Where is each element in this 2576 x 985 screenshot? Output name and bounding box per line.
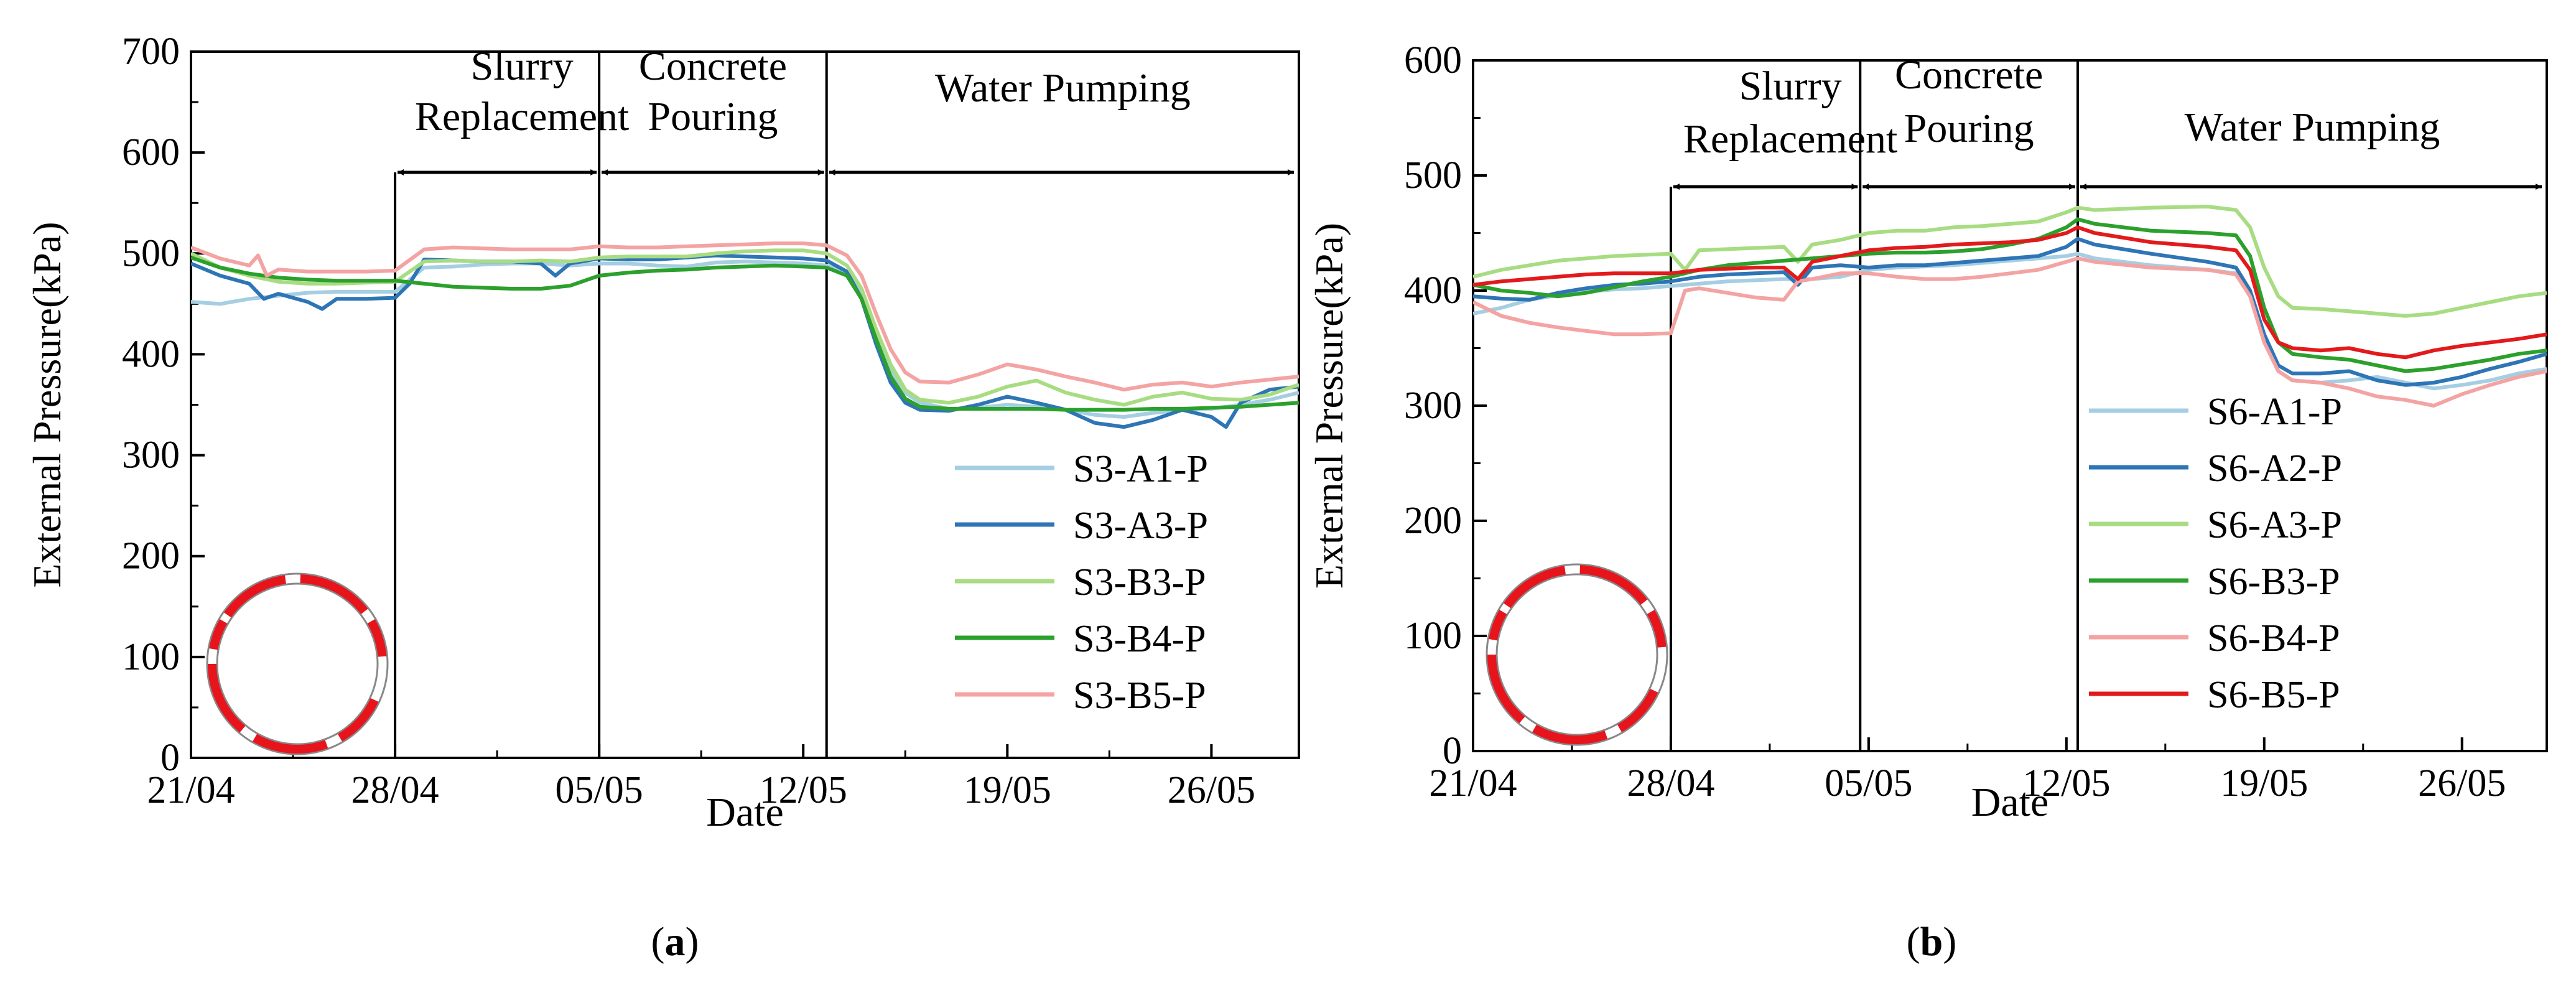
y-tick-label: 600 (1404, 39, 1462, 82)
ring-schematic-inner (216, 582, 379, 745)
y-tick-label: 0 (160, 737, 180, 779)
phase-label: Water Pumping (2185, 105, 2440, 150)
x-tick-label: 26/05 (2418, 762, 2506, 805)
legend-label: S3-B3-P (1073, 561, 1206, 604)
x-tick-label: 28/04 (1627, 762, 1714, 805)
phase-label: Slurry (1739, 63, 1842, 109)
y-tick-label: 400 (122, 333, 180, 375)
y-tick-label: 200 (1404, 500, 1462, 542)
x-tick-label: 19/05 (964, 769, 1051, 811)
series-line-S6-B4-P (1473, 256, 2547, 408)
ring-segment (253, 734, 328, 754)
x-axis-title: Date (706, 790, 784, 835)
phase-label: Slurry (471, 44, 574, 89)
x-tick-label: 05/05 (556, 769, 643, 811)
y-tick-label: 700 (122, 30, 180, 73)
ring-segment (1532, 724, 1608, 744)
y-tick-label: 600 (122, 131, 180, 174)
y-tick-label: 300 (122, 434, 180, 477)
x-tick-label: 05/05 (1825, 762, 1912, 805)
ring-segment (1647, 610, 1667, 648)
legend-label: S6-B5-P (2207, 674, 2340, 716)
phase-label: Concrete (639, 44, 787, 89)
series-line-S3-B4-P (191, 255, 1299, 412)
phase-label: Pouring (648, 94, 778, 139)
ring-schematic-inner (1495, 573, 1658, 736)
series-line-S3-A3-P (191, 253, 1299, 429)
plot-frame (1472, 59, 2548, 752)
y-tick-label: 200 (122, 535, 180, 577)
ring-segment (300, 574, 368, 615)
x-tick-label: 19/05 (2220, 762, 2308, 805)
ring-segment (224, 575, 287, 618)
x-tick-label: 21/04 (1429, 762, 1517, 805)
x-tick-label: 12/05 (760, 769, 847, 811)
y-tick-label: 400 (1404, 269, 1462, 312)
legend-label: S3-B5-P (1073, 675, 1206, 717)
legend-label: S6-B4-P (2207, 617, 2340, 660)
chart-panel-b: 0 100 200 300 400 500 600 21/04 28/04 05/05 12/05 1… (1307, 39, 2548, 964)
legend-label: S6-A3-P (2207, 504, 2342, 546)
legend-label: S3-B4-P (1073, 618, 1206, 660)
phase-label: Pouring (1904, 106, 2034, 151)
ring-schematic-outer (206, 572, 389, 755)
series-line-S6-A3-P (1473, 205, 2547, 318)
series-line-S3-B5-P (191, 241, 1299, 392)
series-line-S3-A1-P (191, 259, 1299, 419)
x-tick-label: 26/05 (1168, 769, 1255, 811)
ring-segment (1579, 565, 1648, 605)
legend-label: S3-A3-P (1073, 505, 1208, 547)
y-tick-label: 500 (1404, 154, 1462, 197)
x-axis-title: Date (1971, 780, 2049, 825)
y-tick-label: 500 (122, 232, 180, 274)
ring-segment (1504, 566, 1566, 609)
ring-schematic-outer (1486, 563, 1668, 746)
ring-segment (208, 663, 246, 733)
x-tick-label: 21/04 (147, 769, 235, 811)
y-axis-title: External Pressure(kPa) (1307, 223, 1351, 589)
ring-segment (367, 619, 387, 657)
legend-label: S6-B3-P (2207, 561, 2340, 603)
x-tick-label: 28/04 (351, 769, 439, 811)
phase-label: Concrete (1895, 52, 2043, 98)
ring-segment (1487, 654, 1525, 724)
y-tick-label: 0 (1443, 730, 1462, 772)
phase-label: Water Pumping (935, 65, 1191, 111)
series-line-S6-A2-P (1473, 236, 2547, 387)
phase-label: Replacement (415, 94, 630, 139)
series-line-S6-A1-P (1473, 251, 2547, 391)
panel-label: (b) (1907, 919, 1957, 964)
x-tick-label: 12/05 (2022, 762, 2110, 805)
chart-panel-a: 0 100 200 300 400 500 600 700 21/04 28/04 05/05 12/… (25, 30, 1300, 964)
phase-label: Replacement (1683, 116, 1898, 162)
series-line-S3-B3-P (191, 248, 1299, 407)
y-tick-label: 100 (122, 636, 180, 678)
ring-segment (337, 698, 379, 742)
ring-segment (1489, 610, 1507, 641)
ring-segment (1617, 688, 1658, 732)
panel-label: (a) (651, 919, 699, 964)
y-axis-title: External Pressure(kPa) (25, 222, 69, 587)
legend-label: S3-A1-P (1073, 448, 1208, 490)
y-tick-label: 300 (1404, 385, 1462, 427)
legend-label: S6-A1-P (2207, 391, 2342, 433)
ring-segment (209, 619, 228, 650)
y-tick-label: 100 (1404, 615, 1462, 657)
series-line-S6-B5-P (1473, 225, 2547, 360)
legend-label: S6-A2-P (2207, 447, 2342, 490)
